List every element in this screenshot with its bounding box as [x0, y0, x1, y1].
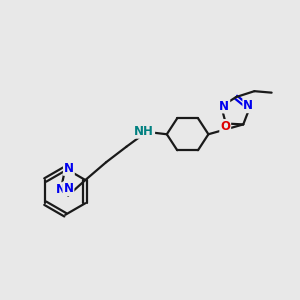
Text: N: N — [219, 100, 229, 112]
Text: N: N — [64, 162, 74, 175]
Text: N: N — [243, 99, 253, 112]
Text: O: O — [220, 120, 230, 133]
Text: NH: NH — [134, 125, 154, 138]
Text: N: N — [63, 182, 74, 195]
Text: N: N — [56, 183, 65, 196]
